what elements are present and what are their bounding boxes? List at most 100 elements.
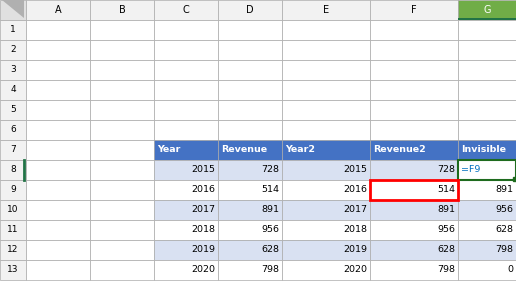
- Bar: [282, 60, 370, 80]
- Text: G: G: [483, 5, 491, 15]
- Bar: [218, 0, 282, 20]
- Bar: [26, 140, 90, 160]
- Bar: [218, 60, 282, 80]
- Bar: [218, 220, 282, 240]
- Bar: [90, 220, 154, 240]
- Bar: [282, 140, 370, 160]
- Bar: [154, 0, 218, 20]
- Bar: [26, 120, 90, 140]
- Text: 956: 956: [495, 205, 513, 215]
- Text: 11: 11: [7, 225, 19, 235]
- Text: Invisible: Invisible: [461, 146, 506, 154]
- Bar: [0, 20, 26, 40]
- Text: 798: 798: [437, 266, 455, 274]
- Bar: [282, 0, 370, 20]
- Bar: [282, 20, 370, 40]
- Bar: [154, 40, 218, 60]
- Bar: [218, 260, 282, 280]
- Text: C: C: [183, 5, 189, 15]
- Bar: [458, 140, 516, 160]
- Bar: [458, 220, 516, 240]
- Bar: [0, 140, 26, 160]
- Bar: [26, 180, 90, 200]
- Bar: [218, 100, 282, 120]
- Text: 10: 10: [7, 205, 19, 215]
- Bar: [370, 180, 458, 200]
- Bar: [458, 240, 516, 260]
- Bar: [0, 120, 26, 140]
- Text: 798: 798: [261, 266, 279, 274]
- Text: 798: 798: [495, 245, 513, 255]
- Bar: [26, 200, 90, 220]
- Bar: [282, 40, 370, 60]
- Text: 2: 2: [10, 46, 16, 54]
- Text: 6: 6: [10, 125, 16, 135]
- Text: 8: 8: [10, 166, 16, 174]
- Bar: [0, 200, 26, 220]
- Bar: [154, 260, 218, 280]
- Text: 891: 891: [437, 205, 455, 215]
- Bar: [26, 0, 90, 20]
- Bar: [0, 60, 26, 80]
- Text: 728: 728: [261, 166, 279, 174]
- Text: 628: 628: [437, 245, 455, 255]
- Text: =F9: =F9: [461, 166, 480, 174]
- Text: D: D: [246, 5, 254, 15]
- Text: 2016: 2016: [343, 186, 367, 194]
- Bar: [370, 140, 458, 160]
- Text: 628: 628: [261, 245, 279, 255]
- Text: 12: 12: [7, 245, 19, 255]
- Text: F: F: [411, 5, 417, 15]
- Bar: [458, 200, 516, 220]
- Text: Year: Year: [157, 146, 181, 154]
- Text: 5: 5: [10, 105, 16, 115]
- Bar: [370, 60, 458, 80]
- Bar: [90, 160, 154, 180]
- Text: 1: 1: [10, 25, 16, 34]
- Bar: [90, 120, 154, 140]
- Bar: [218, 140, 282, 160]
- Bar: [370, 20, 458, 40]
- Bar: [0, 100, 26, 120]
- Bar: [282, 240, 370, 260]
- Bar: [458, 120, 516, 140]
- Bar: [458, 40, 516, 60]
- Bar: [218, 160, 282, 180]
- Bar: [0, 220, 26, 240]
- Text: 7: 7: [10, 146, 16, 154]
- Bar: [26, 220, 90, 240]
- Bar: [370, 220, 458, 240]
- Bar: [154, 180, 218, 200]
- Bar: [282, 200, 370, 220]
- Text: 2017: 2017: [343, 205, 367, 215]
- Bar: [458, 60, 516, 80]
- Bar: [458, 100, 516, 120]
- Bar: [90, 20, 154, 40]
- Bar: [458, 160, 516, 180]
- Bar: [218, 240, 282, 260]
- Bar: [26, 20, 90, 40]
- Bar: [218, 40, 282, 60]
- Bar: [26, 100, 90, 120]
- Text: 2017: 2017: [191, 205, 215, 215]
- Text: 2015: 2015: [343, 166, 367, 174]
- Bar: [370, 40, 458, 60]
- Bar: [90, 0, 154, 20]
- Bar: [370, 200, 458, 220]
- Bar: [154, 80, 218, 100]
- Text: 4: 4: [10, 86, 16, 95]
- Text: 728: 728: [437, 166, 455, 174]
- Text: E: E: [323, 5, 329, 15]
- Bar: [154, 20, 218, 40]
- Text: 956: 956: [437, 225, 455, 235]
- Bar: [218, 200, 282, 220]
- Text: 2018: 2018: [191, 225, 215, 235]
- Bar: [90, 80, 154, 100]
- Text: 628: 628: [495, 225, 513, 235]
- Bar: [370, 260, 458, 280]
- Text: 3: 3: [10, 66, 16, 74]
- Text: 2020: 2020: [343, 266, 367, 274]
- Bar: [458, 20, 516, 40]
- Bar: [154, 200, 218, 220]
- Text: 891: 891: [261, 205, 279, 215]
